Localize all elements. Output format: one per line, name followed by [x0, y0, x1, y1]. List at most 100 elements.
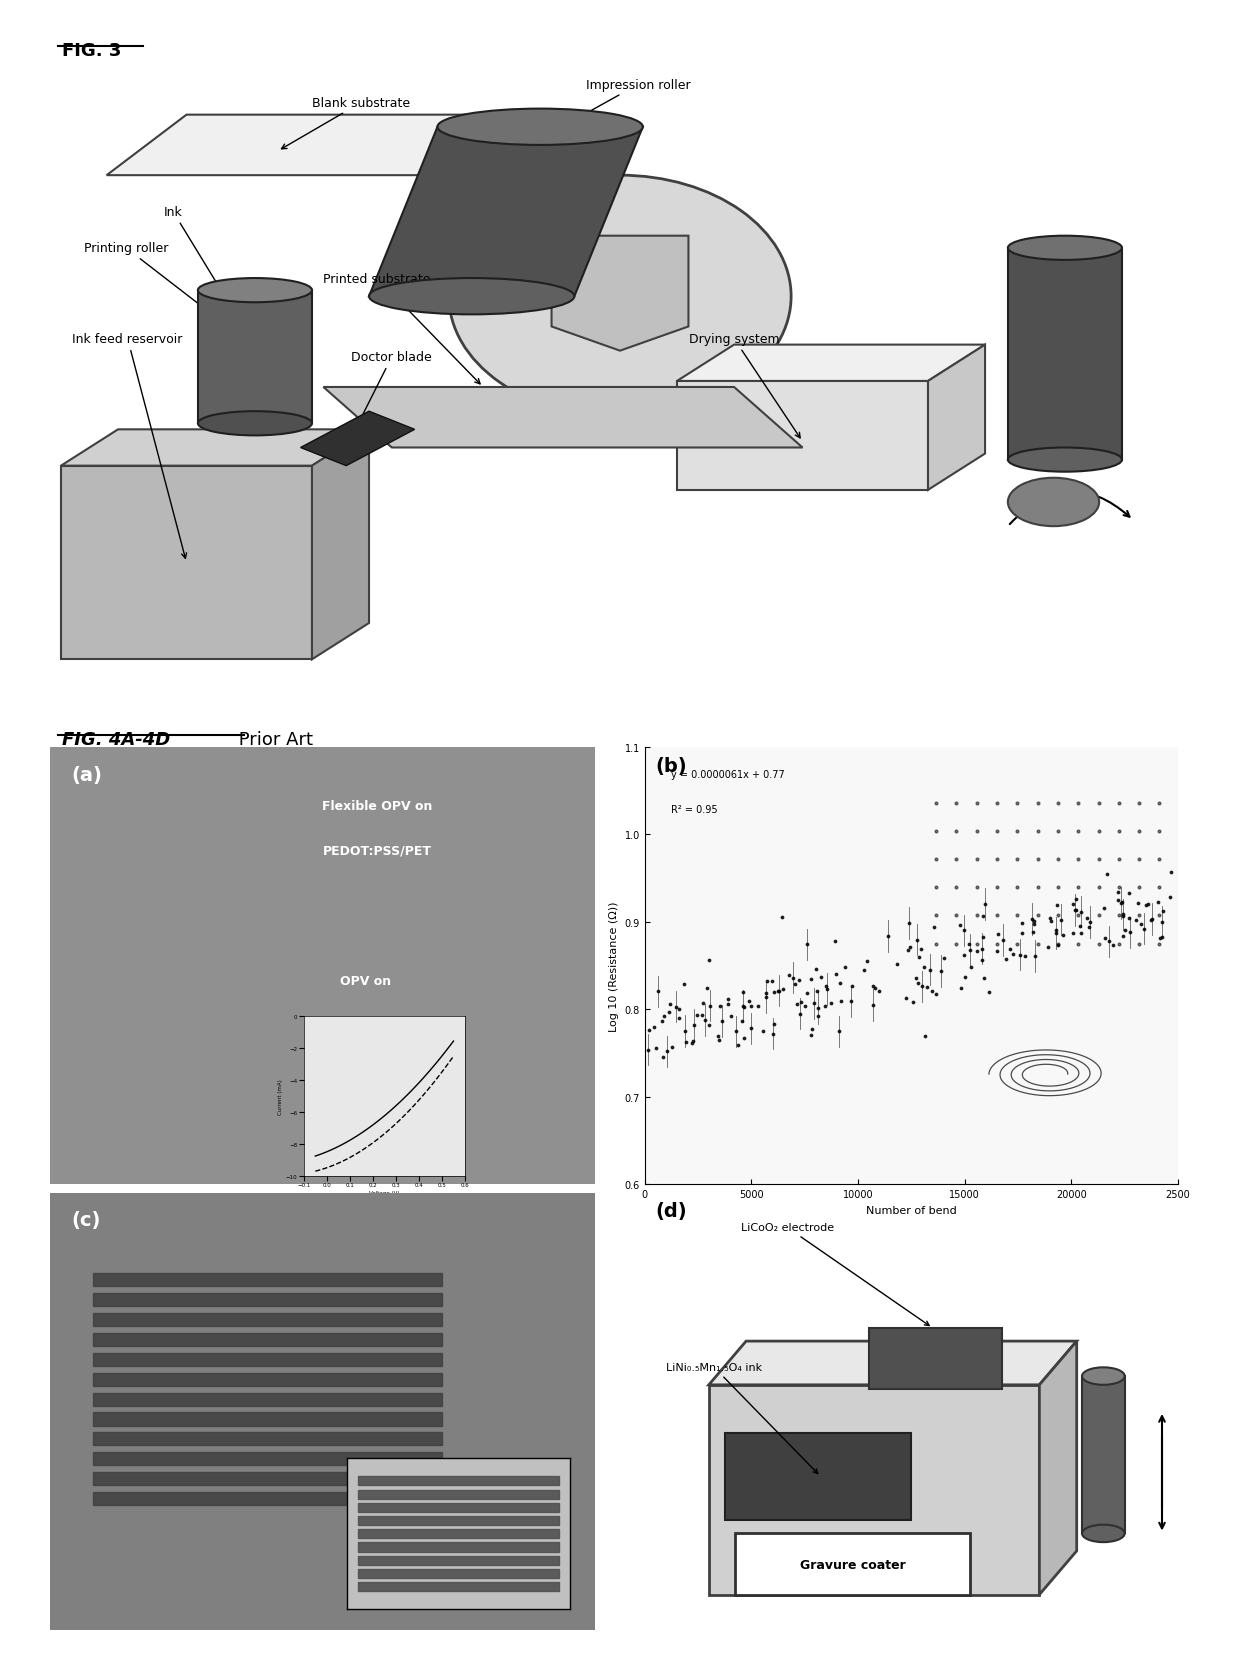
- Text: FIG. 4A-4D: FIG. 4A-4D: [62, 731, 170, 749]
- Point: [1054, 922, 1074, 949]
- Point: [863, 973, 883, 1000]
- Ellipse shape: [370, 279, 574, 316]
- Point: [1023, 919, 1043, 946]
- Point: [1107, 879, 1127, 906]
- Point: [1120, 904, 1140, 931]
- Point: [807, 978, 827, 1005]
- Point: [895, 984, 915, 1011]
- Point: [1128, 890, 1148, 917]
- Point: [1141, 907, 1161, 934]
- Point: [1047, 921, 1066, 948]
- Text: PEDOT:PSS/PET: PEDOT:PSS/PET: [322, 843, 432, 857]
- Point: [764, 1011, 784, 1038]
- Point: [662, 1033, 682, 1060]
- Point: [911, 936, 931, 963]
- FancyBboxPatch shape: [869, 1329, 1002, 1389]
- Point: [1076, 906, 1096, 932]
- Point: [1022, 906, 1042, 932]
- Point: [1136, 892, 1156, 919]
- Point: [842, 973, 862, 1000]
- Polygon shape: [312, 430, 370, 660]
- Point: [853, 956, 873, 983]
- Point: [831, 988, 851, 1015]
- Point: [670, 996, 689, 1023]
- Point: [675, 971, 694, 998]
- Point: [808, 995, 828, 1021]
- FancyBboxPatch shape: [1083, 1376, 1125, 1534]
- Point: [900, 934, 920, 961]
- Point: [1149, 926, 1169, 953]
- Polygon shape: [61, 430, 370, 467]
- Point: [657, 1038, 677, 1065]
- Point: [996, 946, 1016, 973]
- Polygon shape: [677, 346, 985, 381]
- Point: [908, 927, 928, 954]
- Point: [869, 978, 889, 1005]
- Point: [658, 1000, 678, 1026]
- Point: [773, 904, 792, 931]
- Point: [733, 993, 753, 1020]
- Point: [1102, 932, 1122, 959]
- Point: [718, 991, 738, 1018]
- Point: [763, 1021, 782, 1048]
- Point: [653, 1043, 673, 1070]
- Point: [1114, 922, 1133, 949]
- Point: [898, 937, 918, 964]
- Point: [639, 1016, 658, 1043]
- Point: [825, 927, 844, 954]
- Point: [961, 954, 981, 981]
- Point: [1131, 911, 1151, 937]
- Point: [828, 1018, 848, 1045]
- FancyBboxPatch shape: [198, 291, 312, 423]
- Point: [761, 968, 781, 995]
- Text: Printing roller: Printing roller: [84, 242, 241, 336]
- Point: [748, 993, 768, 1020]
- Point: [1016, 942, 1035, 969]
- Point: [683, 1028, 703, 1055]
- Polygon shape: [1039, 1341, 1076, 1594]
- Point: [1120, 919, 1140, 946]
- Point: [708, 1023, 728, 1050]
- Point: [903, 988, 923, 1015]
- Point: [934, 944, 954, 971]
- Point: [914, 954, 934, 981]
- Point: [754, 1018, 774, 1045]
- Point: [795, 993, 815, 1020]
- Point: [1065, 897, 1085, 924]
- Point: [1048, 932, 1068, 959]
- Polygon shape: [324, 388, 802, 449]
- Point: [790, 1001, 810, 1028]
- Point: [1012, 911, 1032, 937]
- Point: [699, 993, 719, 1020]
- Point: [1109, 887, 1128, 914]
- Point: [887, 951, 906, 978]
- Point: [972, 924, 992, 951]
- Point: [1094, 895, 1114, 922]
- Ellipse shape: [1008, 449, 1122, 472]
- Point: [780, 961, 800, 988]
- Point: [815, 993, 835, 1020]
- Point: [684, 1011, 704, 1038]
- Point: [676, 1028, 696, 1055]
- Point: [805, 991, 825, 1018]
- Point: [644, 1013, 663, 1040]
- Text: (a): (a): [72, 764, 102, 785]
- Polygon shape: [709, 1341, 1076, 1384]
- Point: [1023, 907, 1043, 934]
- FancyBboxPatch shape: [709, 1384, 1039, 1594]
- Point: [725, 1018, 745, 1045]
- Point: [742, 993, 761, 1020]
- Text: Ink feed reservoir: Ink feed reservoir: [72, 333, 186, 559]
- Point: [734, 1025, 754, 1052]
- Point: [951, 974, 971, 1001]
- Point: [826, 961, 846, 988]
- Y-axis label: Current (mA): Current (mA): [278, 1079, 283, 1114]
- X-axis label: Voltage (V): Voltage (V): [370, 1189, 399, 1194]
- Point: [923, 978, 942, 1005]
- Point: [768, 978, 787, 1005]
- Point: [698, 1013, 718, 1040]
- Point: [866, 976, 885, 1003]
- Point: [899, 911, 919, 937]
- Point: [692, 1001, 712, 1028]
- Point: [797, 979, 817, 1006]
